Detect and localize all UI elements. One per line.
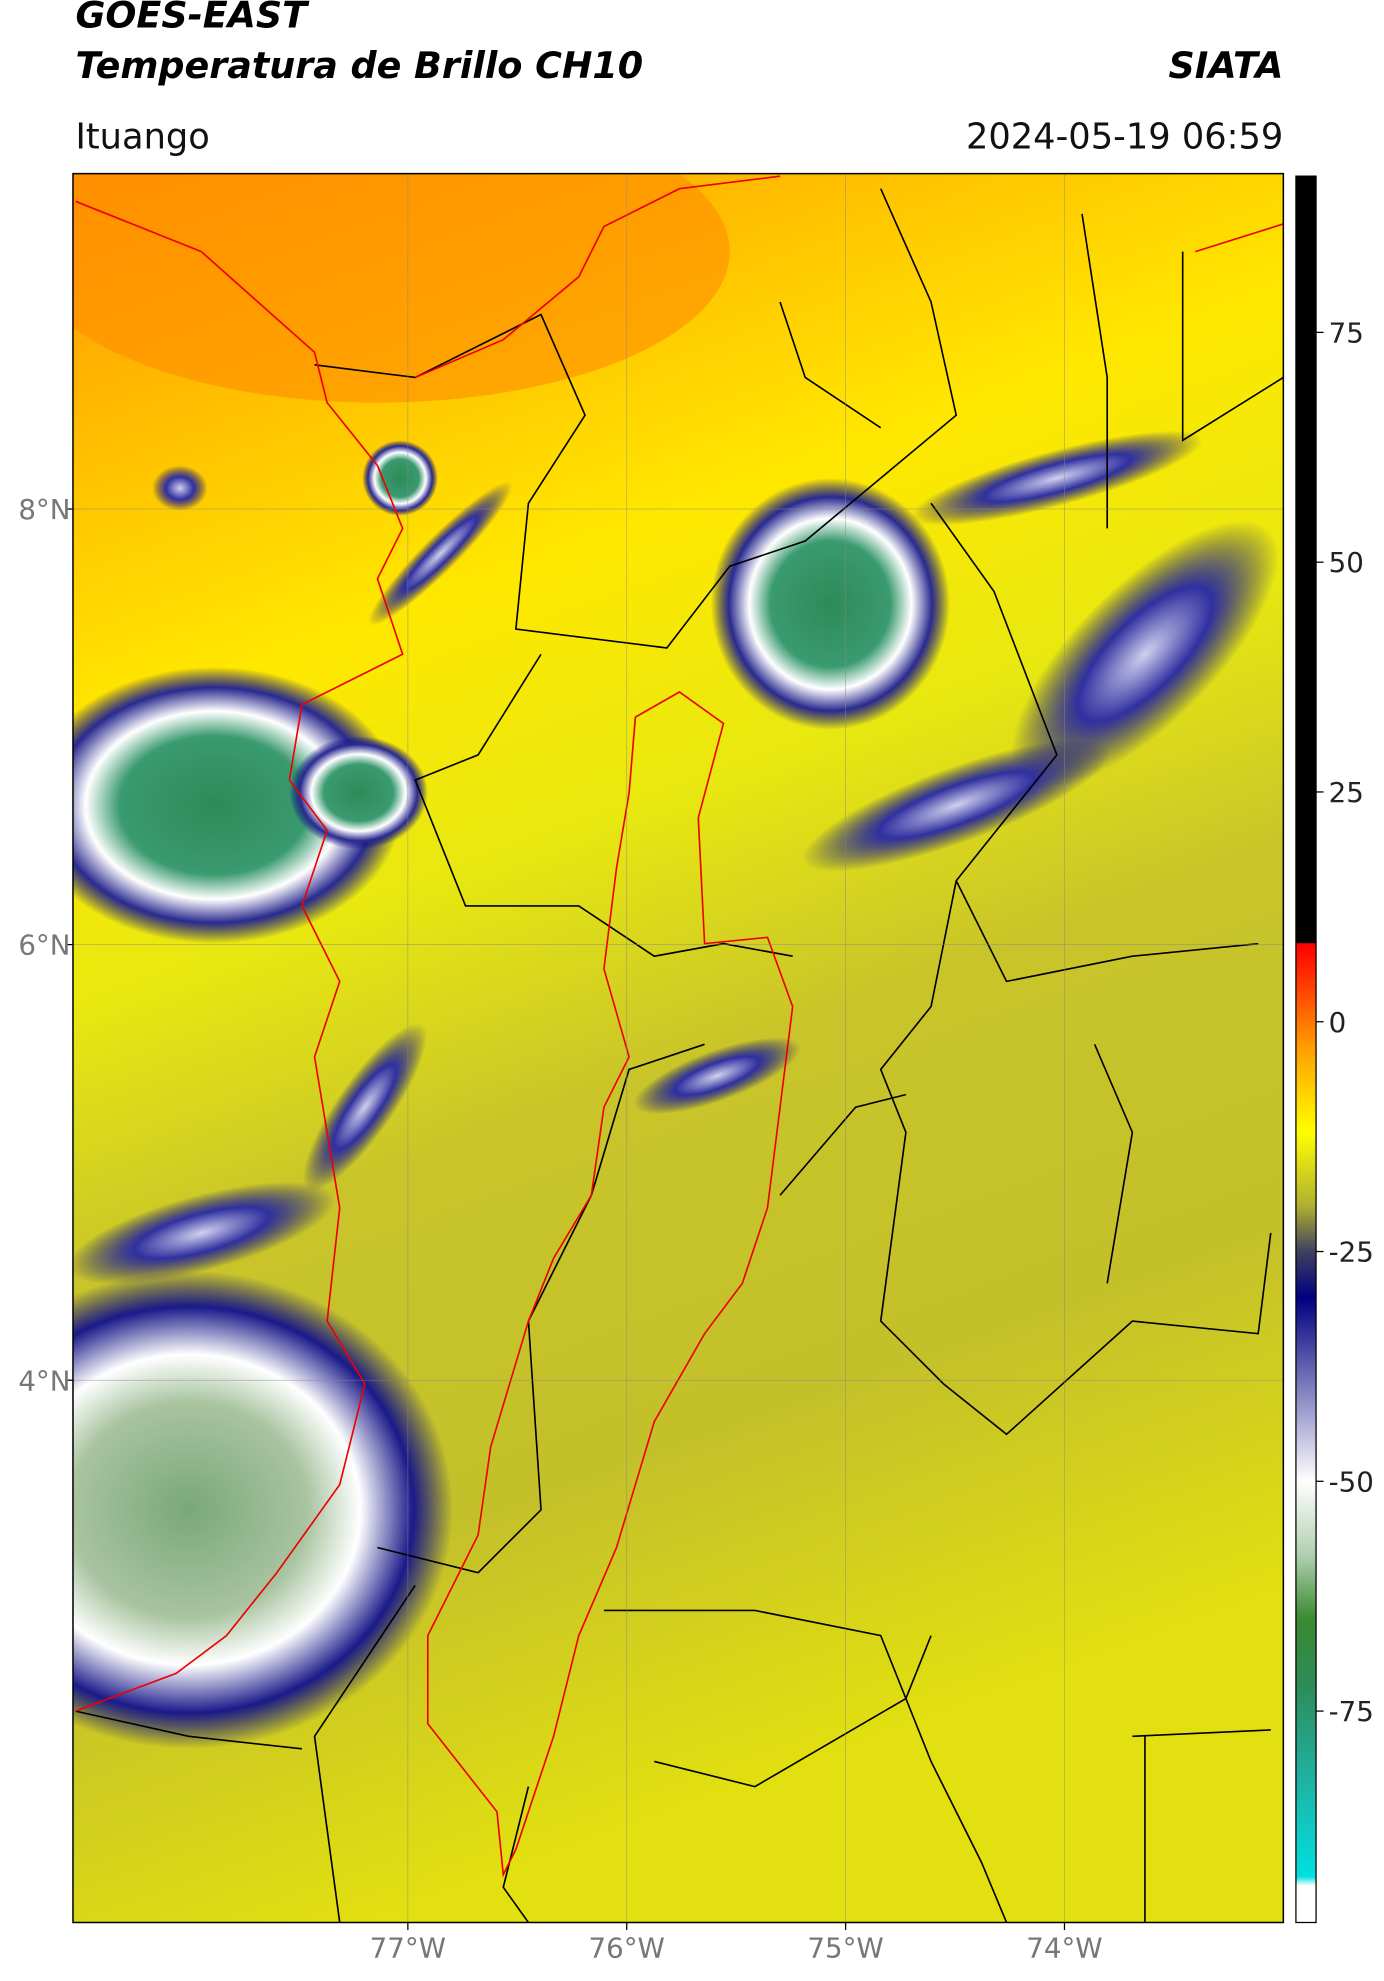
colorbar-tick-label: 75 <box>1329 316 1364 349</box>
colorbar-tick-label: 0 <box>1329 1006 1347 1039</box>
y-tick-label: 4°N <box>18 1364 70 1397</box>
map-image <box>72 173 1284 1923</box>
y-tick-label: 6°N <box>18 929 70 962</box>
map-frame <box>72 172 1285 1924</box>
colorbar-tick-label: -50 <box>1329 1465 1374 1498</box>
colorbar-tick-label: -75 <box>1329 1695 1374 1728</box>
y-tick-label: 8°N <box>18 493 70 526</box>
region: Ituango <box>75 116 209 157</box>
source: SIATA <box>1168 44 1283 87</box>
colorbar <box>1295 175 1317 1924</box>
timestamp: 2024-05-19 06:59 <box>966 116 1283 157</box>
x-tick-label: 75°W <box>807 1932 883 1965</box>
colorbar-tick-label: 25 <box>1329 776 1364 809</box>
x-tick-label: 76°W <box>589 1932 665 1965</box>
subtitle: Temperatura de Brillo CH10 <box>75 44 643 87</box>
colorbar-tick-label: 50 <box>1329 546 1364 579</box>
title: GOES-EAST <box>75 0 310 37</box>
grid <box>72 173 1284 1923</box>
x-tick-label: 77°W <box>370 1932 446 1965</box>
x-tick-label: 74°W <box>1026 1932 1102 1965</box>
colorbar-tick-label: -25 <box>1329 1236 1374 1269</box>
